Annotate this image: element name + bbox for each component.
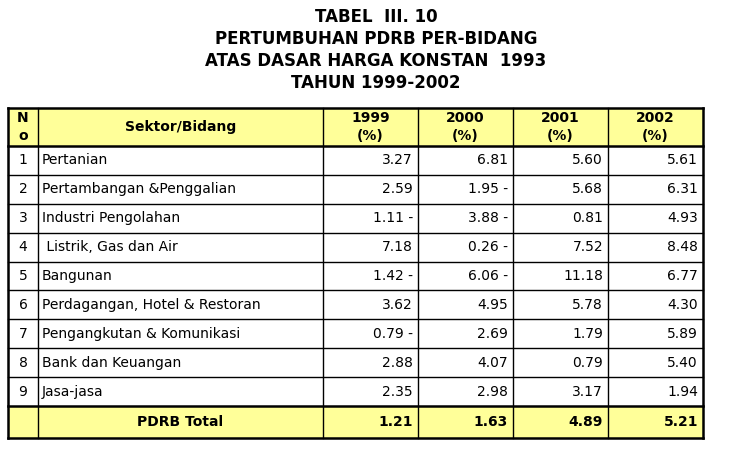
Text: 1.21: 1.21 [378, 415, 413, 429]
Text: 0.81: 0.81 [572, 211, 603, 225]
Bar [8, 261, 703, 290]
Text: 2.98: 2.98 [477, 385, 508, 399]
Text: Pengangkutan & Komunikasi: Pengangkutan & Komunikasi [42, 327, 240, 341]
Text: Jasa-jasa: Jasa-jasa [42, 385, 104, 399]
Text: 5.61: 5.61 [667, 153, 698, 167]
Text: Pertanian: Pertanian [42, 153, 108, 167]
Text: 5.89: 5.89 [667, 327, 698, 341]
Text: 1.42 -: 1.42 - [373, 269, 413, 283]
Text: 3.27: 3.27 [382, 153, 413, 167]
Text: ATAS DASAR HARGA KONSTAN  1993: ATAS DASAR HARGA KONSTAN 1993 [205, 52, 547, 70]
Text: 0.26 -: 0.26 - [468, 240, 508, 254]
Text: 4.93: 4.93 [667, 211, 698, 225]
Text: 2002
(%): 2002 (%) [636, 111, 675, 143]
Text: 5: 5 [19, 269, 27, 283]
Text: Sektor/Bidang: Sektor/Bidang [125, 120, 236, 134]
Text: 11.18: 11.18 [563, 269, 603, 283]
Text: 5.78: 5.78 [572, 298, 603, 312]
Text: 0.79: 0.79 [572, 356, 603, 369]
Text: 1.94: 1.94 [667, 385, 698, 399]
Bar [8, 406, 703, 438]
Text: 1: 1 [19, 153, 27, 167]
Text: 3.17: 3.17 [572, 385, 603, 399]
Bar [8, 146, 703, 175]
Bar [8, 290, 703, 320]
Text: 4.95: 4.95 [478, 298, 508, 312]
Text: 6.81: 6.81 [477, 153, 508, 167]
Text: Listrik, Gas dan Air: Listrik, Gas dan Air [42, 240, 177, 254]
Text: PDRB Total: PDRB Total [138, 415, 223, 429]
Text: 5.21: 5.21 [663, 415, 698, 429]
Text: 0.79 -: 0.79 - [373, 327, 413, 341]
Text: 1.11 -: 1.11 - [373, 211, 413, 225]
Text: TAHUN 1999-2002: TAHUN 1999-2002 [291, 74, 461, 92]
Text: Industri Pengolahan: Industri Pengolahan [42, 211, 180, 225]
Bar [8, 233, 703, 261]
Text: 3: 3 [19, 211, 27, 225]
Bar [8, 320, 703, 348]
Text: 7.52: 7.52 [572, 240, 603, 254]
Text: 2.35: 2.35 [382, 385, 413, 399]
Text: 8.48: 8.48 [667, 240, 698, 254]
Text: 3.62: 3.62 [382, 298, 413, 312]
Text: 6.31: 6.31 [667, 182, 698, 196]
Text: TABEL  III. 10: TABEL III. 10 [314, 8, 438, 26]
Text: 1.63: 1.63 [474, 415, 508, 429]
Bar [8, 204, 703, 233]
Text: 6: 6 [19, 298, 27, 312]
Text: Perdagangan, Hotel & Restoran: Perdagangan, Hotel & Restoran [42, 298, 261, 312]
Text: 6.06 -: 6.06 - [468, 269, 508, 283]
Text: 2001
(%): 2001 (%) [541, 111, 580, 143]
Text: 1.79: 1.79 [572, 327, 603, 341]
Text: Bank dan Keuangan: Bank dan Keuangan [42, 356, 181, 369]
Text: PERTUMBUHAN PDRB PER-BIDANG: PERTUMBUHAN PDRB PER-BIDANG [215, 30, 537, 48]
Text: 4: 4 [19, 240, 27, 254]
Text: 7.18: 7.18 [382, 240, 413, 254]
Bar [8, 348, 703, 377]
Text: 2.88: 2.88 [382, 356, 413, 369]
Text: 5.68: 5.68 [572, 182, 603, 196]
Text: 6.77: 6.77 [667, 269, 698, 283]
Text: 4.07: 4.07 [478, 356, 508, 369]
Text: 2000
(%): 2000 (%) [446, 111, 485, 143]
Text: 4.30: 4.30 [667, 298, 698, 312]
Text: 4.89: 4.89 [569, 415, 603, 429]
Text: 5.40: 5.40 [667, 356, 698, 369]
Bar [8, 108, 703, 146]
Text: 2: 2 [19, 182, 27, 196]
Text: 1999
(%): 1999 (%) [351, 111, 390, 143]
Bar [8, 175, 703, 204]
Text: Bangunan: Bangunan [42, 269, 113, 283]
Text: Pertambangan &Penggalian: Pertambangan &Penggalian [42, 182, 236, 196]
Text: 2.69: 2.69 [477, 327, 508, 341]
Text: 3.88 -: 3.88 - [468, 211, 508, 225]
Text: 1.95 -: 1.95 - [468, 182, 508, 196]
Text: 5.60: 5.60 [572, 153, 603, 167]
Text: 2.59: 2.59 [382, 182, 413, 196]
Text: 9: 9 [19, 385, 27, 399]
Text: 7: 7 [19, 327, 27, 341]
Bar [8, 377, 703, 406]
Text: 8: 8 [19, 356, 27, 369]
Text: N
o: N o [17, 111, 29, 143]
